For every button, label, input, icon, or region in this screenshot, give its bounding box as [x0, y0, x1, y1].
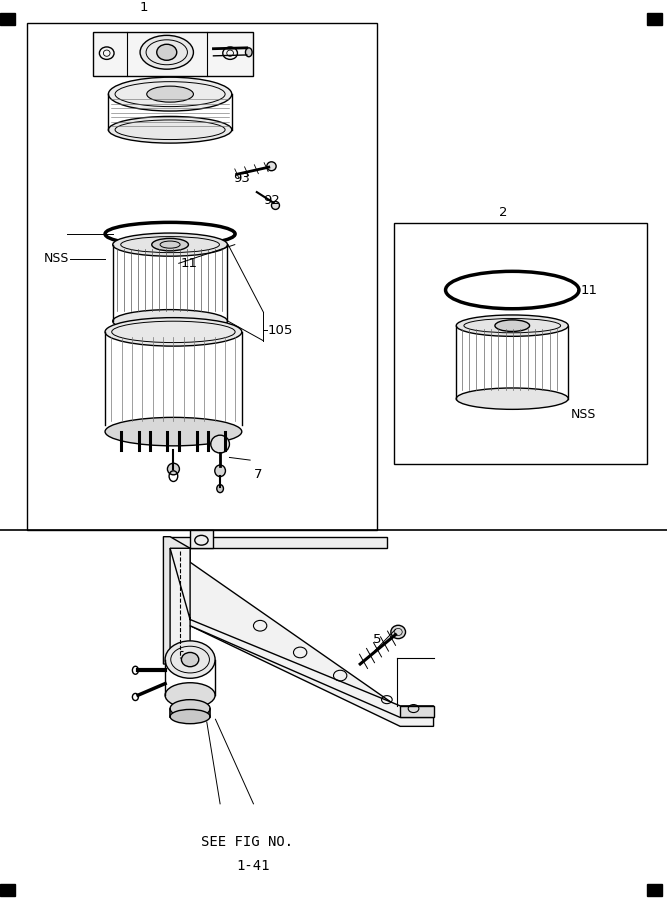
Ellipse shape	[181, 652, 199, 667]
Ellipse shape	[391, 626, 406, 639]
Ellipse shape	[495, 320, 530, 331]
Bar	[394, 223, 647, 464]
Ellipse shape	[152, 238, 189, 251]
Ellipse shape	[456, 388, 568, 410]
Ellipse shape	[109, 77, 232, 111]
Ellipse shape	[245, 48, 252, 57]
Polygon shape	[0, 14, 15, 25]
Text: SEE FIG NO.: SEE FIG NO.	[201, 835, 293, 849]
Polygon shape	[647, 885, 662, 896]
Ellipse shape	[165, 683, 215, 707]
Polygon shape	[170, 548, 434, 726]
Ellipse shape	[170, 699, 210, 717]
Ellipse shape	[157, 44, 177, 60]
Text: 11: 11	[180, 256, 197, 270]
Text: 105: 105	[267, 324, 293, 337]
Text: 7: 7	[253, 468, 262, 481]
Ellipse shape	[211, 436, 229, 453]
Ellipse shape	[217, 484, 223, 492]
Ellipse shape	[215, 465, 225, 477]
Ellipse shape	[165, 641, 215, 679]
Ellipse shape	[147, 86, 193, 102]
Text: 11: 11	[580, 284, 597, 296]
Polygon shape	[647, 14, 662, 25]
Ellipse shape	[167, 464, 179, 475]
Ellipse shape	[105, 418, 242, 446]
Ellipse shape	[271, 202, 279, 210]
Text: NSS: NSS	[43, 252, 69, 266]
Ellipse shape	[113, 233, 227, 256]
Ellipse shape	[140, 35, 193, 69]
Polygon shape	[170, 536, 387, 548]
Polygon shape	[400, 706, 434, 717]
Ellipse shape	[267, 162, 276, 171]
Bar	[27, 22, 377, 530]
Ellipse shape	[456, 315, 568, 337]
Text: 93: 93	[233, 172, 250, 185]
Polygon shape	[93, 32, 253, 76]
Ellipse shape	[113, 310, 227, 333]
Text: 1: 1	[139, 1, 147, 14]
Text: 1-41: 1-41	[237, 860, 270, 873]
Polygon shape	[163, 536, 190, 664]
Ellipse shape	[105, 318, 242, 346]
Ellipse shape	[170, 709, 210, 724]
Polygon shape	[0, 885, 15, 896]
Text: NSS: NSS	[570, 409, 596, 421]
Polygon shape	[190, 530, 213, 548]
Text: 92: 92	[263, 194, 280, 208]
Polygon shape	[170, 548, 434, 717]
Ellipse shape	[109, 116, 232, 143]
Text: 5: 5	[373, 634, 381, 646]
Text: 2: 2	[500, 206, 508, 219]
